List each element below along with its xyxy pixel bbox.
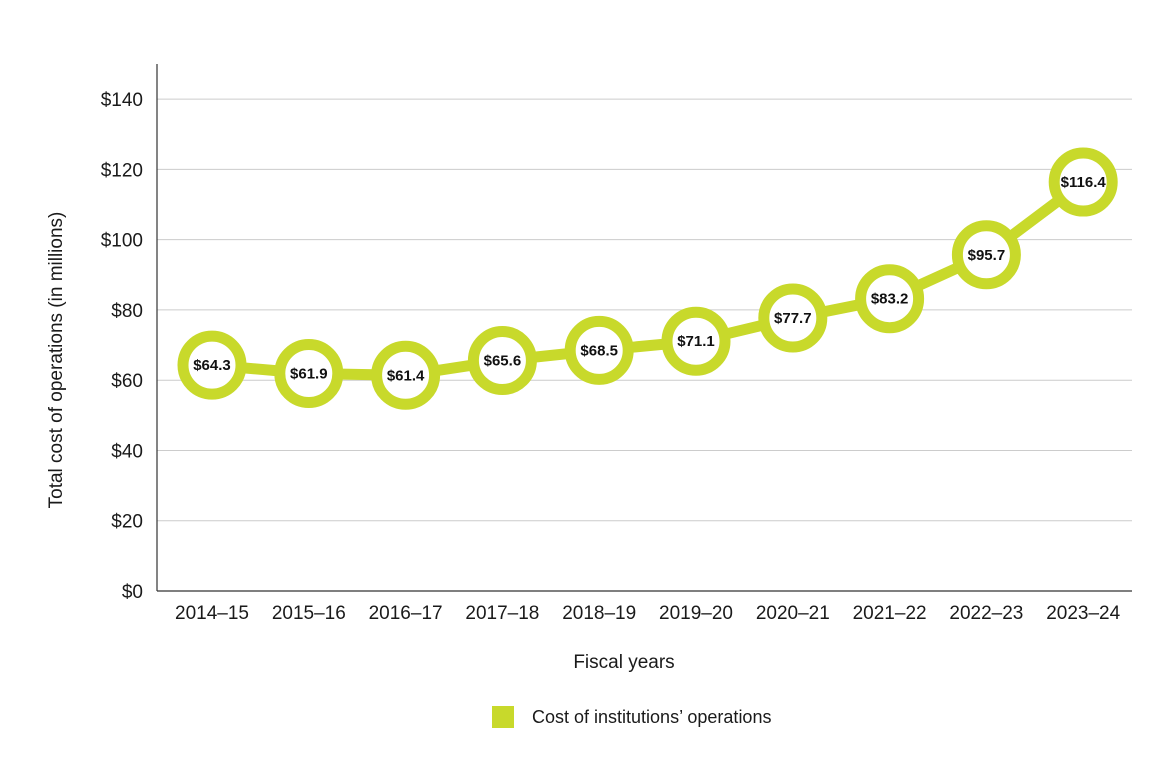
data-point <box>467 326 537 396</box>
data-point <box>758 283 828 353</box>
data-point <box>1048 147 1118 217</box>
grid-lines <box>157 98 1132 522</box>
y-tick-label: $40 <box>111 441 143 462</box>
legend: Cost of institutions’ operations <box>492 706 771 728</box>
data-point <box>564 315 634 385</box>
x-tick-label: 2020–21 <box>756 603 830 624</box>
series-line <box>206 176 1089 381</box>
data-label: $71.1 <box>677 333 715 350</box>
x-tick-label: 2023–24 <box>1046 603 1120 624</box>
data-label: $116.4 <box>1061 174 1107 191</box>
x-tick-label: 2022–23 <box>949 603 1023 624</box>
data-label: $61.4 <box>387 367 425 384</box>
x-tick-label: 2015–16 <box>272 603 346 624</box>
y-tick-label: $120 <box>101 160 143 181</box>
y-tick-label: $60 <box>111 371 143 392</box>
x-tick-label: 2019–20 <box>659 603 733 624</box>
data-point <box>951 220 1021 290</box>
data-label: $95.7 <box>968 247 1006 264</box>
x-tick-label: 2017–18 <box>465 603 539 624</box>
x-tick-label: 2014–15 <box>175 603 249 624</box>
x-tick-label: 2021–22 <box>853 603 927 624</box>
y-tick-label: $140 <box>101 90 143 111</box>
data-point <box>855 264 925 334</box>
data-point <box>274 339 344 409</box>
x-tick-label: 2018–19 <box>562 603 636 624</box>
series-group: $64.3 $61.9 $61.4 $65.6 $68.5 $71.1 $77.7 $83.2… <box>177 147 1118 410</box>
x-axis-ticks: 2014–15 2015–16 2016–17 2017–18 2018–19 2019–… <box>175 603 1121 624</box>
data-point <box>371 340 441 410</box>
data-label: $64.3 <box>193 357 231 374</box>
x-axis-title: Fiscal years <box>573 652 674 673</box>
data-label: $61.9 <box>290 366 328 383</box>
y-tick-label: $0 <box>122 582 143 603</box>
y-tick-label: $20 <box>111 512 143 533</box>
data-label: $77.7 <box>774 310 812 327</box>
y-tick-label: $100 <box>101 231 143 252</box>
data-label: $68.5 <box>580 342 618 359</box>
legend-swatch <box>492 706 514 728</box>
y-axis-ticks: $0 $20 $40 $60 $80 $100 $120 $140 <box>101 90 143 603</box>
data-point <box>661 306 731 376</box>
x-tick-label: 2016–17 <box>369 603 443 624</box>
data-label: $65.6 <box>484 353 522 370</box>
y-axis-title: Total cost of operations (in millions) <box>46 212 67 509</box>
legend-label: Cost of institutions’ operations <box>532 706 772 727</box>
data-point <box>177 330 247 400</box>
data-label: $83.2 <box>871 291 909 308</box>
y-tick-label: $80 <box>111 301 143 322</box>
